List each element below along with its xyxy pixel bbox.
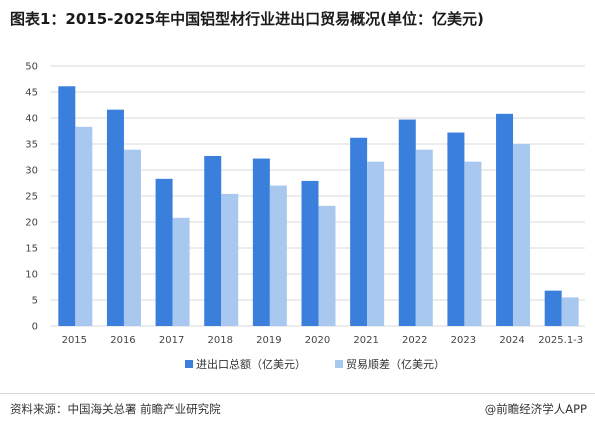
x-tick-label: 2023: [451, 335, 476, 346]
bars: [58, 86, 579, 327]
x-tick-label: 2017: [159, 335, 184, 346]
bar-surplus-2023: [464, 161, 482, 326]
bar-surplus-2019: [269, 185, 287, 326]
x-tick-label: 2025.1-3: [538, 335, 583, 346]
x-tick-label: 2021: [353, 335, 378, 346]
bar-total-2025.1-3: [544, 290, 562, 326]
bar-total-2022: [398, 119, 416, 326]
bar-surplus-2020: [318, 205, 336, 326]
bar-surplus-2017: [172, 217, 190, 326]
x-tick-label: 2022: [402, 335, 427, 346]
bar-total-2018: [204, 155, 222, 326]
x-tick-label: 2015: [62, 335, 87, 346]
brand-credit: @前瞻经济学人APP: [484, 402, 587, 416]
y-tick-label: 40: [25, 114, 38, 125]
y-tick-label: 35: [25, 140, 38, 151]
y-tick-label: 15: [25, 244, 38, 255]
legend-swatch: [335, 360, 343, 368]
footer-divider: [0, 393, 595, 394]
bar-total-2017: [155, 178, 173, 326]
y-tick-label: 10: [25, 270, 38, 281]
y-tick-label: 25: [25, 192, 38, 203]
bar-total-2020: [301, 180, 319, 326]
bar-total-2023: [447, 132, 465, 326]
y-tick-label: 50: [25, 62, 38, 73]
y-tick-label: 45: [25, 88, 38, 99]
legend-label: 贸易顺差（亿美元）: [346, 357, 445, 371]
bar-total-2021: [350, 137, 368, 326]
x-tick-label: 2020: [305, 335, 330, 346]
bar-total-2015: [58, 86, 76, 326]
bar-total-2019: [252, 158, 270, 326]
y-tick-label: 0: [32, 322, 38, 333]
x-tick-label: 2019: [256, 335, 281, 346]
legend-label: 进出口总额（亿美元）: [196, 357, 306, 371]
bar-surplus-2025.1-3: [561, 297, 579, 326]
bar-surplus-2015: [75, 126, 93, 326]
x-tick-label: 2016: [110, 335, 135, 346]
y-axis-ticks: 0 5 10 15 20 25 30 35 40 45 50: [25, 62, 38, 333]
bar-surplus-2016: [123, 149, 141, 326]
y-tick-label: 20: [25, 218, 38, 229]
bar-total-2024: [496, 113, 514, 326]
bar-surplus-2021: [367, 161, 385, 326]
legend: 进出口总额（亿美元） 贸易顺差（亿美元）: [185, 357, 445, 371]
bar-surplus-2024: [513, 144, 531, 326]
y-tick-label: 5: [32, 296, 38, 307]
bar-total-2016: [106, 109, 124, 327]
chart-title: 图表1：2015-2025年中国铝型材行业进出口贸易概况(单位：亿美元): [10, 10, 484, 28]
source-note: 资料来源：中国海关总署 前瞻产业研究院: [10, 402, 221, 416]
bar-surplus-2022: [415, 149, 433, 326]
bar-surplus-2018: [221, 193, 239, 326]
x-tick-label: 2024: [499, 335, 524, 346]
legend-swatch: [185, 360, 193, 368]
y-tick-label: 30: [25, 166, 38, 177]
x-tick-label: 2018: [208, 335, 233, 346]
x-axis-ticks: 2015 2016 2017 2018 2019 2020 2021 2022 2023 2024…: [62, 335, 584, 346]
